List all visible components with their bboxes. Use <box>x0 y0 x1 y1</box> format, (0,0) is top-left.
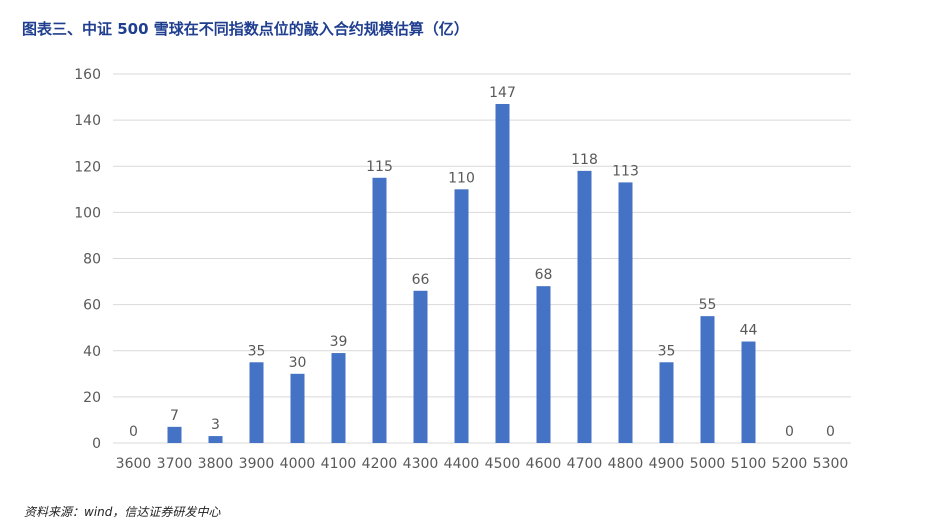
y-tick-label: 160 <box>74 67 101 83</box>
bar <box>495 103 510 443</box>
data-label: 30 <box>289 355 307 371</box>
x-tick-label: 4000 <box>280 456 316 472</box>
data-label: 115 <box>366 159 393 175</box>
data-label: 3 <box>211 417 220 433</box>
x-tick-label: 4700 <box>567 456 603 472</box>
bar <box>577 170 592 444</box>
y-tick-label: 100 <box>74 205 101 221</box>
bar <box>454 189 469 443</box>
data-label: 66 <box>412 272 430 288</box>
x-tick-label: 3700 <box>157 456 193 472</box>
y-tick-label: 60 <box>83 298 101 314</box>
gridlines <box>113 73 851 444</box>
x-tick-label: 4500 <box>485 456 521 472</box>
data-label: 0 <box>785 424 794 440</box>
bar <box>331 353 346 443</box>
y-tick-label: 120 <box>74 159 101 175</box>
bar <box>700 316 715 443</box>
data-label: 7 <box>170 408 179 424</box>
x-tick-label: 4100 <box>321 456 357 472</box>
y-tick-label: 20 <box>83 390 101 406</box>
x-tick-label: 5000 <box>690 456 726 472</box>
data-label: 0 <box>129 424 138 440</box>
bar <box>208 436 223 443</box>
chart-title: 图表三、中证 500 雪球在不同指数点位的敲入合约规模估算（亿） <box>22 20 469 38</box>
y-tick-label: 80 <box>83 252 101 268</box>
x-tick-label: 3800 <box>198 456 234 472</box>
y-tick-label: 140 <box>74 113 101 129</box>
y-tick-label: 40 <box>83 344 101 360</box>
x-tick-label: 3900 <box>239 456 275 472</box>
data-label: 110 <box>448 170 475 186</box>
data-label: 118 <box>571 152 598 168</box>
bar <box>741 341 756 443</box>
data-label: 147 <box>489 85 516 101</box>
source-note: 资料来源：wind，信达证券研发中心 <box>24 505 221 519</box>
data-label: 39 <box>330 334 348 350</box>
bar <box>413 290 428 443</box>
data-label: 113 <box>612 163 639 179</box>
bar <box>618 182 633 444</box>
x-tick-label: 4800 <box>608 456 644 472</box>
data-label: 0 <box>826 424 835 440</box>
data-label: 68 <box>535 267 553 283</box>
x-axis-tick-labels: 3600 3700 3800 3900 4000 4100 4200 4300 4400 4500… <box>116 456 849 472</box>
data-label: 44 <box>740 323 758 339</box>
bar <box>167 426 182 443</box>
data-labels: 0 7 3 35 30 39 115 66 110 147 68 118 113 35 55 44 0 0 <box>129 85 835 440</box>
x-tick-label: 5100 <box>731 456 767 472</box>
bar <box>372 177 387 443</box>
x-tick-label: 4400 <box>444 456 480 472</box>
x-tick-label: 4300 <box>403 456 439 472</box>
bar <box>290 373 305 443</box>
x-tick-label: 3600 <box>116 456 152 472</box>
x-tick-label: 5300 <box>813 456 849 472</box>
bars <box>167 103 756 444</box>
x-tick-label: 4900 <box>649 456 685 472</box>
x-tick-label: 4200 <box>362 456 398 472</box>
y-axis-tick-labels: 0 20 40 60 80 100 120 140 160 <box>74 67 101 452</box>
data-label: 35 <box>658 343 676 359</box>
x-tick-label: 5200 <box>772 456 808 472</box>
bar <box>536 286 551 443</box>
bar <box>659 362 674 443</box>
x-tick-label: 4600 <box>526 456 562 472</box>
y-tick-label: 0 <box>92 436 101 452</box>
data-label: 35 <box>248 343 266 359</box>
data-label: 55 <box>699 297 717 313</box>
bar <box>249 362 264 443</box>
